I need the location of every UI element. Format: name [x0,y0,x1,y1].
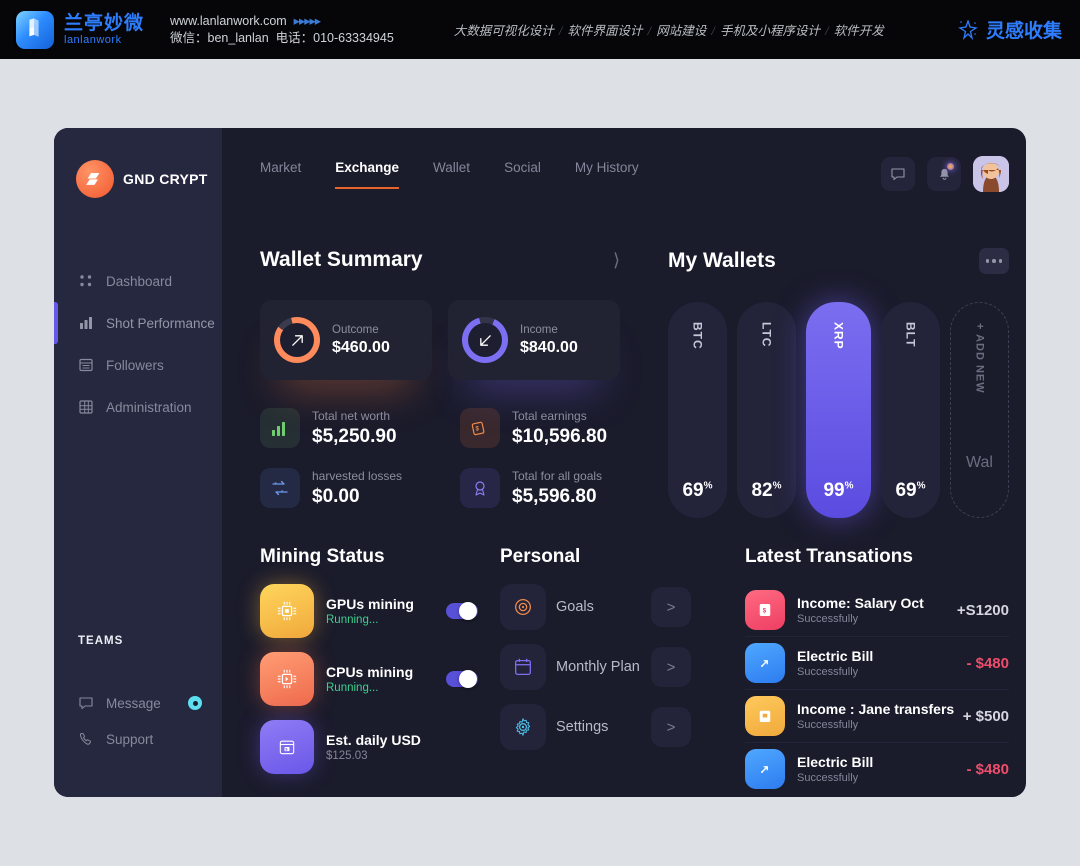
svg-text:$: $ [476,427,480,433]
svg-text:$: $ [281,489,284,494]
svg-text:$: $ [275,481,278,486]
